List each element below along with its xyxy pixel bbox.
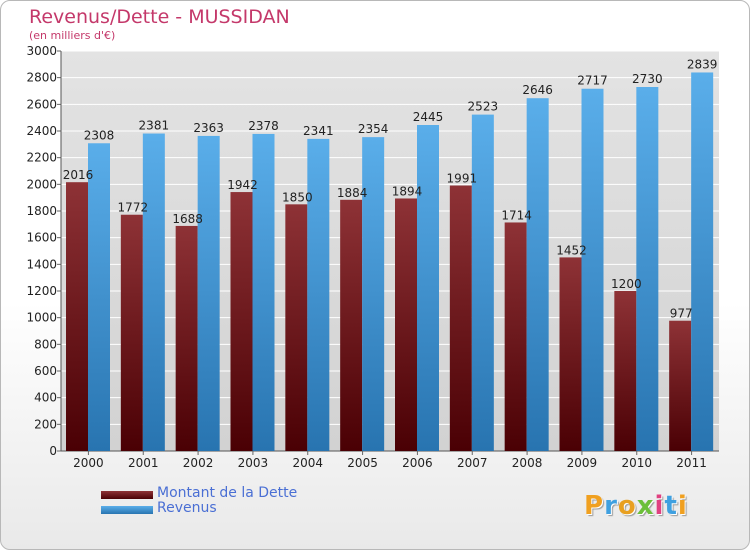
y-tick-label: 3000 [26, 44, 57, 58]
data-label-debt: 1688 [172, 212, 203, 226]
bar-debt [504, 222, 527, 451]
bar-revenue [636, 87, 659, 451]
data-label-debt: 2016 [63, 168, 94, 182]
x-tick-label: 2011 [676, 456, 707, 470]
data-label-revenue: 2354 [358, 122, 389, 136]
y-tick-label: 2800 [26, 71, 57, 85]
x-tick-label: 2001 [128, 456, 159, 470]
bar-debt [669, 320, 692, 451]
legend-label-revenue: Revenus [157, 500, 217, 516]
bar-debt [230, 192, 253, 452]
data-label-revenue: 2839 [687, 57, 718, 71]
y-tick-label: 1000 [26, 311, 57, 325]
y-tick-label: 2200 [26, 151, 57, 165]
data-label-debt: 1772 [118, 201, 149, 215]
legend-swatch-revenue [101, 506, 153, 514]
plot-area [61, 51, 719, 451]
logo-letter: i [654, 491, 665, 521]
y-tick-label: 1800 [26, 204, 57, 218]
bar-revenue [307, 138, 330, 451]
x-tick-label: 2005 [347, 456, 378, 470]
data-label-debt: 1452 [556, 243, 587, 257]
x-tick-label: 2002 [183, 456, 214, 470]
bar-debt [340, 199, 363, 451]
chart-subtitle: (en milliers d'€) [29, 29, 116, 42]
bar-debt [449, 185, 472, 452]
bar-revenue [417, 125, 439, 451]
data-label-debt: 1991 [447, 172, 478, 186]
y-tick-label: 2000 [26, 177, 57, 191]
bar-revenue [362, 137, 385, 451]
x-tick-label: 2008 [512, 456, 543, 470]
logo-letter: P [584, 491, 605, 521]
bar-debt [175, 225, 198, 451]
bar-revenue [471, 114, 494, 451]
y-tick-label: 1600 [26, 231, 57, 245]
logo-letter: r [604, 491, 618, 521]
y-tick-label: 0 [49, 444, 57, 458]
data-label-debt: 1894 [392, 184, 423, 198]
x-tick-label: 2000 [73, 456, 104, 470]
data-label-revenue: 2381 [139, 119, 170, 133]
data-label-debt: 1884 [337, 186, 368, 200]
data-label-debt: 977 [670, 307, 693, 321]
data-label-revenue: 2363 [193, 121, 224, 135]
bar-debt [66, 182, 88, 451]
bar-revenue [197, 135, 220, 451]
logo-letter: t [664, 491, 678, 521]
x-tick-label: 2009 [567, 456, 598, 470]
bar-revenue [142, 133, 165, 452]
legend-swatch-debt [101, 491, 153, 499]
legend-label-debt: Montant de la Dette [157, 485, 298, 501]
bar-revenue [581, 88, 604, 451]
y-tick-label: 2400 [26, 124, 57, 138]
data-label-revenue: 2730 [632, 72, 663, 86]
y-tick-label: 2600 [26, 97, 57, 111]
bar-revenue [252, 133, 275, 451]
y-tick-label: 1200 [26, 284, 57, 298]
bar-revenue [691, 72, 714, 451]
x-tick-label: 2006 [402, 456, 433, 470]
data-label-revenue: 2308 [84, 128, 115, 142]
data-label-revenue: 2378 [248, 119, 279, 133]
logo-letter: i [677, 491, 688, 521]
data-label-revenue: 2717 [577, 74, 608, 88]
y-tick-label: 800 [34, 337, 57, 351]
x-tick-label: 2007 [457, 456, 488, 470]
data-label-debt: 1200 [611, 277, 642, 291]
chart-title: Revenus/Dette - MUSSIDAN [29, 6, 290, 28]
bar-debt [559, 257, 582, 451]
bar-revenue [88, 143, 110, 451]
data-label-revenue: 2646 [522, 83, 553, 97]
y-tick-label: 200 [34, 417, 57, 431]
y-tick-label: 600 [34, 364, 57, 378]
y-tick-label: 1400 [26, 257, 57, 271]
bar-revenue [526, 98, 549, 451]
x-tick-label: 2010 [621, 456, 652, 470]
bar-debt [395, 198, 417, 451]
proxiti-logo: Proxiti [584, 491, 688, 521]
y-tick-label: 400 [34, 391, 57, 405]
bar-debt [614, 291, 637, 451]
data-label-revenue: 2523 [468, 100, 499, 114]
x-tick-label: 2004 [292, 456, 323, 470]
logo-letter: x [636, 491, 655, 521]
data-label-revenue: 2445 [413, 110, 444, 124]
data-label-debt: 1850 [282, 190, 313, 204]
data-label-revenue: 2341 [303, 124, 334, 138]
bar-debt [285, 204, 308, 451]
bar-debt [120, 214, 143, 451]
x-tick-label: 2003 [238, 456, 269, 470]
data-label-debt: 1942 [227, 178, 258, 192]
data-label-debt: 1714 [501, 208, 532, 222]
logo-letter: o [617, 491, 637, 521]
